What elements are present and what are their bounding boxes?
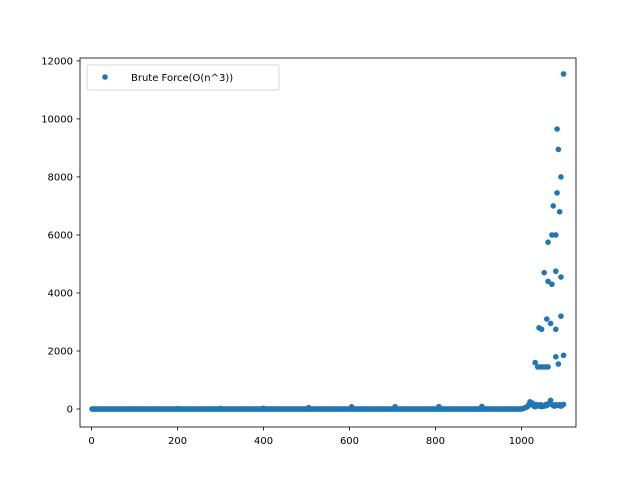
x-tick-label: 400 [254,436,273,447]
data-point [305,404,312,411]
y-tick-label: 8000 [48,173,73,184]
data-point [436,403,442,410]
y-axis: 0 2000 4000 6000 8000 10000 12000 [41,57,80,416]
data-point [560,352,567,359]
x-axis: 0 200 400 600 800 1000 [88,427,534,447]
legend: Brute Force(O(n^3)) [86,64,280,91]
y-tick-label: 12000 [41,57,73,68]
y-tick-label: 10000 [41,115,73,126]
data-point [541,269,547,276]
data-point [554,190,560,196]
data-point [532,359,538,366]
y-tick-label: 2000 [48,347,73,358]
data-point [260,405,267,412]
data-point [549,281,555,288]
plot-area [80,58,576,427]
data-point [554,126,560,132]
data-point [555,361,562,367]
data-point [560,401,567,408]
data-point [558,174,564,180]
data-point [174,405,181,412]
legend-marker [102,74,108,80]
data-point [348,404,355,410]
data-point [547,320,554,327]
data-point [217,405,224,412]
data-point [556,208,563,215]
data-point [550,203,557,209]
y-tick-label: 4000 [48,289,73,300]
x-tick-label: 0 [88,436,94,447]
y-tick-label: 6000 [48,231,73,242]
data-point [545,278,551,285]
data-point [543,316,550,322]
data-point [553,232,559,238]
x-tick-label: 200 [168,436,187,447]
legend-label: Brute Force(O(n^3)) [131,73,233,84]
x-tick-label: 1000 [509,436,534,447]
data-point [392,403,398,410]
plot-frame [79,57,577,428]
points-layer [89,71,567,412]
data-point [538,326,545,333]
data-point [555,146,562,153]
data-point [560,71,567,77]
data-point [558,313,564,319]
y-tick-label: 0 [67,405,73,416]
data-point [545,364,551,370]
legend-box [86,64,280,91]
data-point [545,239,551,246]
data-point [553,326,559,333]
data-point [553,354,559,360]
data-point [553,268,559,275]
data-point [547,397,554,404]
data-point [479,403,485,410]
data-point [549,232,555,238]
x-tick-label: 600 [340,436,359,447]
x-tick-label: 800 [426,436,445,447]
data-point [131,406,138,412]
data-point [558,274,564,280]
